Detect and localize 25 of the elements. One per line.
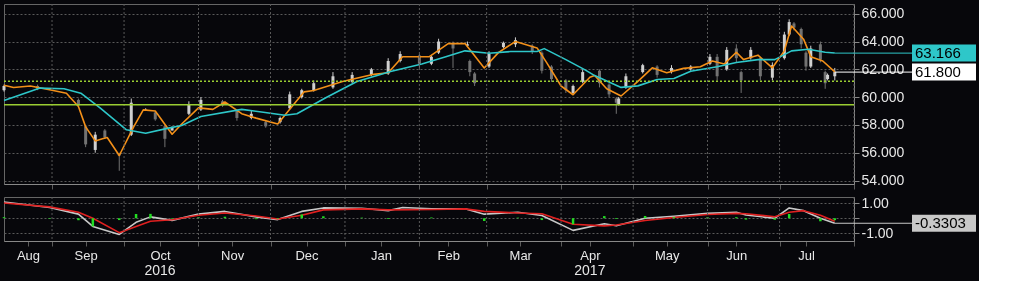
y-tick-label: 1.00 (861, 194, 889, 211)
y-tick-label: -1.00 (861, 224, 894, 241)
y-tick-label: 66.000 (861, 5, 905, 22)
x-tick-label: Sep (74, 247, 98, 263)
y-tick-label: 60.000 (861, 88, 905, 105)
x-tick-label: Oct (150, 247, 172, 263)
annotation: 63.166 (915, 44, 961, 62)
x-tick-label: Jan (370, 247, 392, 263)
x-tick-label: Mar (509, 247, 533, 263)
annotation: -0.3303 (915, 214, 966, 232)
x-tick-label: Aug (16, 247, 41, 263)
x-tick-label: Apr (580, 247, 602, 263)
x-tick-label: Jul (798, 247, 815, 263)
y-tick-label: 64.000 (861, 33, 905, 50)
x-tick-label: Dec (295, 247, 320, 263)
x-tick-label: Jun (726, 247, 748, 263)
x-tick-label: Feb (437, 247, 460, 263)
y-tick-label: 54.000 (861, 172, 905, 189)
y-tick-label: 56.000 (861, 144, 905, 161)
x-tick-label: May (654, 247, 680, 263)
annotation: 61.800 (915, 63, 961, 81)
x-tick-label: Nov (221, 247, 245, 263)
text: 2017 (574, 262, 606, 278)
text: 2016 (144, 262, 176, 278)
y-tick-label: 58.000 (861, 116, 905, 133)
